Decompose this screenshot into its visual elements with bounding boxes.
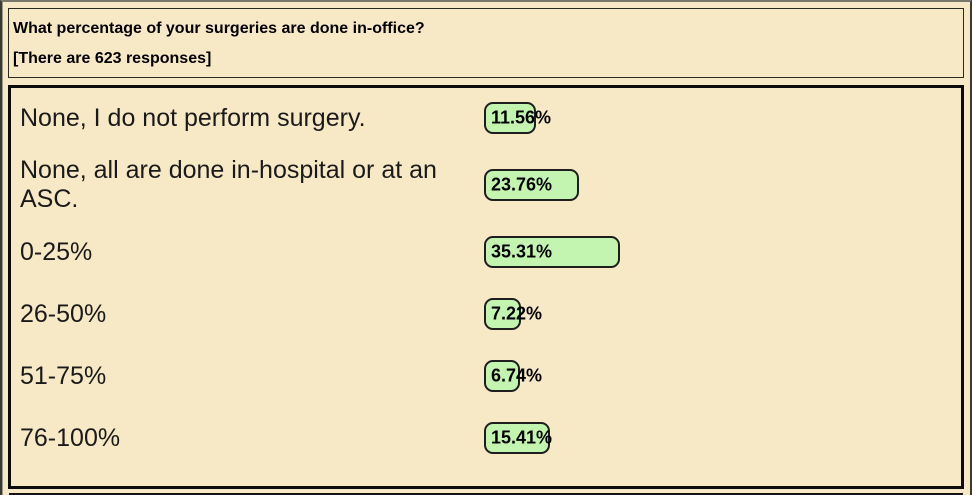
result-bar <box>484 360 520 392</box>
answer-row: 0-25% 35.31% <box>20 228 951 276</box>
next-section-top-border <box>9 493 963 495</box>
bar-track: 15.41% <box>484 422 951 454</box>
result-bar <box>484 169 579 201</box>
result-bar <box>484 422 550 454</box>
answer-row: 76-100% 15.41% <box>20 414 951 462</box>
answer-row: 51-75% 6.74% <box>20 352 951 400</box>
answer-label: 76-100% <box>20 423 121 452</box>
bar-track: 6.74% <box>484 360 951 392</box>
result-percentage: 11.56% <box>491 107 552 128</box>
bar-track: 11.56% <box>484 102 951 134</box>
bar-track: 35.31% <box>484 236 951 268</box>
result-bar <box>484 236 620 268</box>
result-bar <box>484 102 536 134</box>
result-percentage: 15.41% <box>491 427 553 448</box>
question-text: What percentage of your surgeries are do… <box>13 20 425 37</box>
answer-row: None, I do not perform surgery. 11.56% <box>20 94 951 142</box>
result-percentage: 6.74% <box>491 365 543 386</box>
results-panel: None, I do not perform surgery. 11.56% N… <box>8 85 964 489</box>
result-bar <box>484 298 521 330</box>
answer-label: None, all are done in-hospital or at an … <box>20 156 437 213</box>
responses-count: [There are 623 responses] <box>13 50 212 67</box>
answer-label: 51-75% <box>20 361 107 390</box>
answer-row: None, all are done in-hospital or at an … <box>20 156 951 214</box>
answer-label: None, I do not perform surgery. <box>20 103 366 132</box>
bar-track: 23.76% <box>484 169 951 201</box>
result-percentage: 35.31% <box>491 241 553 262</box>
answer-label: 0-25% <box>20 237 93 266</box>
question-panel: What percentage of your surgeries are do… <box>8 8 964 78</box>
result-percentage: 23.76% <box>491 174 553 195</box>
bar-track: 7.22% <box>484 298 951 330</box>
answer-row: 26-50% 7.22% <box>20 290 951 338</box>
result-percentage: 7.22% <box>491 303 543 324</box>
answer-label: 26-50% <box>20 299 107 328</box>
